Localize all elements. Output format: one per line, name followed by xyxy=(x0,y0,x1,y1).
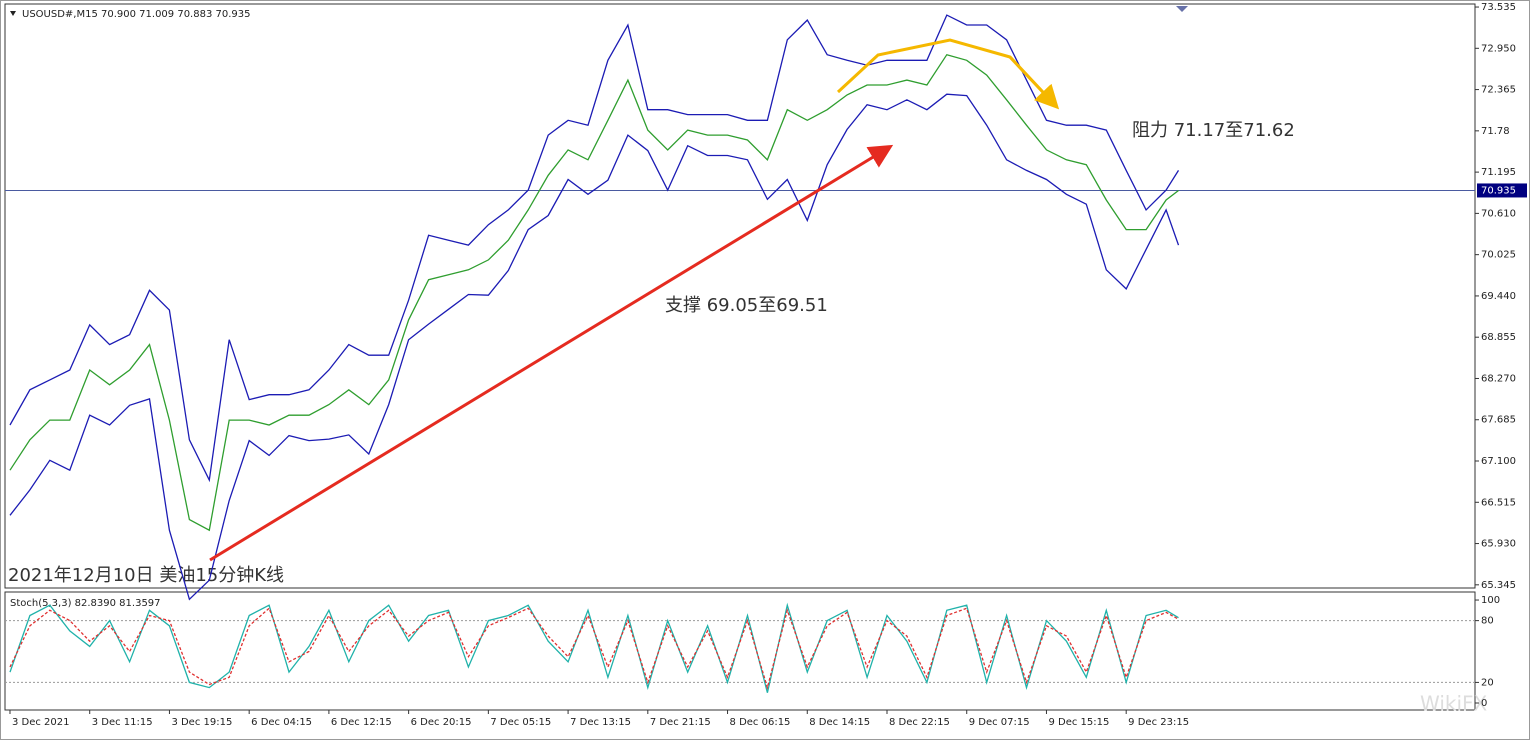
x-tick-label: 3 Dec 2021 xyxy=(12,717,70,728)
y-tick-label: 71.78 xyxy=(1481,126,1510,137)
x-tick-label: 8 Dec 14:15 xyxy=(809,717,870,728)
y-tick-label: 70.610 xyxy=(1481,208,1516,219)
price-box xyxy=(1477,183,1527,198)
series-line xyxy=(9,53,1179,532)
menu-icon[interactable] xyxy=(10,11,16,16)
stoch-title: Stoch(5,3,3) 82.8390 81.3597 xyxy=(10,598,161,609)
y-tick-label: 65.345 xyxy=(1481,580,1516,591)
y-tick-label: 68.855 xyxy=(1481,332,1516,343)
y-tick-label: 67.685 xyxy=(1481,415,1516,426)
x-tick-label: 6 Dec 20:15 xyxy=(411,717,472,728)
y-tick-label: 100 xyxy=(1481,595,1500,606)
y-tick-label: 80 xyxy=(1481,616,1494,627)
annotation: 支撑 69.05至69.51 xyxy=(665,295,828,316)
x-tick-label: 7 Dec 13:15 xyxy=(570,717,631,728)
y-tick-label: 71.195 xyxy=(1481,167,1516,178)
annotation: 阻力 71.17至71.62 xyxy=(1132,120,1295,141)
x-tick-label: 3 Dec 19:15 xyxy=(171,717,232,728)
x-tick-label: 8 Dec 06:15 xyxy=(730,717,791,728)
y-tick-label: 65.930 xyxy=(1481,539,1516,550)
y-tick-label: 0 xyxy=(1481,698,1487,709)
x-tick-label: 6 Dec 04:15 xyxy=(251,717,312,728)
y-tick-label: 68.270 xyxy=(1481,373,1516,384)
x-tick-label: 9 Dec 23:15 xyxy=(1128,717,1189,728)
y-tick-label: 66.515 xyxy=(1481,497,1516,508)
watermark: WikiFX xyxy=(1420,692,1488,716)
y-tick-label: 67.100 xyxy=(1481,456,1516,467)
x-tick-label: 6 Dec 12:15 xyxy=(331,717,392,728)
series-line xyxy=(9,602,1179,693)
x-tick-label: 9 Dec 07:15 xyxy=(969,717,1030,728)
shift-marker xyxy=(1176,6,1188,12)
series-line xyxy=(9,93,1180,601)
x-tick-label: 8 Dec 22:15 xyxy=(889,717,950,728)
y-tick-label: 20 xyxy=(1481,677,1494,688)
y-tick-label: 73.535 xyxy=(1481,2,1516,13)
annotation: 2021年12月10日 美油15分钟K线 xyxy=(8,565,284,586)
price-label: 70.935 xyxy=(1481,185,1516,196)
stoch-panel xyxy=(4,591,1476,711)
trend-arrow-head xyxy=(1008,55,1060,110)
x-tick-label: 3 Dec 11:15 xyxy=(92,717,153,728)
support-arrow xyxy=(209,144,894,562)
y-tick-label: 72.950 xyxy=(1481,43,1516,54)
series-line xyxy=(9,14,1180,483)
x-tick-label: 7 Dec 05:15 xyxy=(490,717,551,728)
y-tick-label: 69.440 xyxy=(1481,291,1516,302)
y-tick-label: 70.025 xyxy=(1481,250,1516,261)
series-line xyxy=(9,607,1179,691)
chart-title: USOUSD#,M15 70.900 71.009 70.883 70.935 xyxy=(22,9,251,20)
y-tick-label: 72.365 xyxy=(1481,85,1516,96)
x-tick-label: 7 Dec 21:15 xyxy=(650,717,711,728)
x-tick-label: 9 Dec 15:15 xyxy=(1048,717,1109,728)
